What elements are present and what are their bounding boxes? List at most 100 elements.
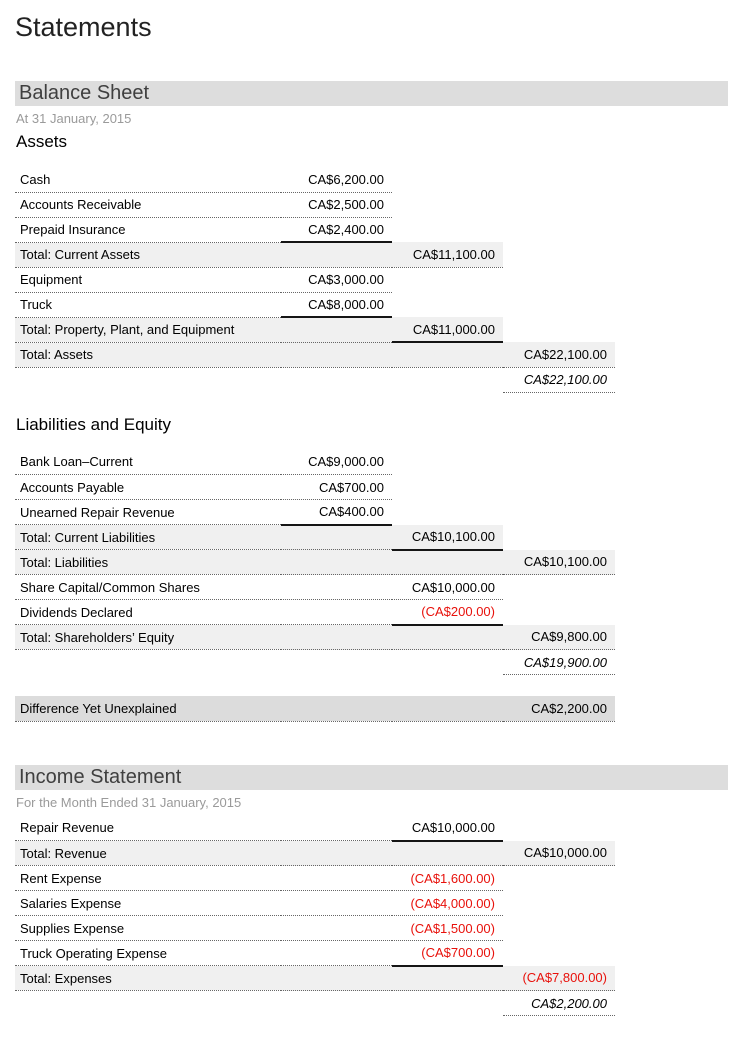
table-row: CA$22,100.00 [15,367,615,393]
row-amount-col2: (CA$700.00) [392,940,503,967]
row-amount-col3: CA$9,800.00 [503,624,615,650]
row-amount-col3: CA$19,900.00 [503,649,615,675]
row-amount-col3 [503,525,615,550]
row-amount-col3 [503,941,615,966]
table-row: Unearned Repair Revenue CA$400.00 [15,499,615,526]
row-amount-col3: CA$22,100.00 [503,367,615,393]
statement-block: Difference Yet Unexplained CA$2,200.00 [15,696,728,722]
statement-table: Repair Revenue CA$10,000.00 Total: Revenue… [15,815,615,1016]
table-row: Cash CA$6,200.00 [15,167,615,193]
row-label: Total: Expenses [15,965,281,991]
row-amount-col3: CA$10,100.00 [503,549,615,575]
row-amount-col1: CA$6,200.00 [281,167,392,193]
row-amount-col1 [281,524,392,550]
balance-sheet-section: Balance Sheet At 31 January, 2015 Assets… [15,81,728,675]
row-amount-col2 [392,217,503,242]
table-row: Accounts Receivable CA$2,500.00 [15,192,615,218]
row-amount-col2 [392,367,503,392]
row-amount-col2 [392,991,503,1016]
row-amount-col2: CA$10,000.00 [392,574,503,600]
row-amount-col2: (CA$1,500.00) [392,915,503,941]
statement-table: Difference Yet Unexplained CA$2,200.00 [15,696,615,722]
row-amount-col1: CA$8,000.00 [281,292,392,318]
row-amount-col1 [281,940,392,966]
table-row: Salaries Expense (CA$4,000.00) [15,890,615,916]
table-row: CA$19,900.00 [15,649,615,675]
table-row: Total: Assets CA$22,100.00 [15,342,615,368]
row-amount-col1 [281,840,392,866]
row-label: Total: Property, Plant, and Equipment [15,317,281,343]
table-row: Equipment CA$3,000.00 [15,267,615,293]
row-label: Unearned Repair Revenue [15,499,281,525]
row-label: Truck [15,292,281,318]
table-row: Total: Current Liabilities CA$10,100.00 [15,524,615,551]
table-row: Total: Revenue CA$10,000.00 [15,840,615,866]
row-label: Bank Loan–Current [15,449,281,475]
table-row: Rent Expense (CA$1,600.00) [15,865,615,891]
table-row: Truck Operating Expense (CA$700.00) [15,940,615,967]
row-amount-col1 [281,367,392,392]
row-amount-col1 [281,599,392,625]
row-amount-col2: CA$10,000.00 [392,815,503,842]
table-row: Supplies Expense (CA$1,500.00) [15,915,615,941]
table-row: Bank Loan–Current CA$9,000.00 [15,449,615,475]
row-amount-col1 [281,815,392,841]
row-amount-col3 [503,891,615,916]
row-amount-col2 [392,475,503,500]
row-amount-col2 [392,650,503,675]
income-statement-header-bar: Income Statement [15,764,728,790]
row-amount-col1 [281,965,392,991]
row-amount-col2 [392,624,503,650]
row-amount-col2 [392,167,503,192]
row-amount-col2: CA$11,000.00 [392,317,503,343]
row-amount-col2 [392,500,503,525]
balance-sheet-subtitle: At 31 January, 2015 [16,111,132,126]
difference-section: Difference Yet Unexplained CA$2,200.00 [15,696,728,722]
row-amount-col2 [392,840,503,866]
row-amount-col3: CA$2,200.00 [503,990,615,1016]
row-amount-col2 [392,267,503,292]
row-amount-col1 [281,696,392,722]
row-label: Equipment [15,267,281,293]
row-label: Dividends Declared [15,599,281,625]
row-amount-col3 [503,866,615,891]
row-label: Prepaid Insurance [15,217,281,243]
row-amount-col3: CA$10,000.00 [503,840,615,866]
row-amount-col3 [503,816,615,841]
row-label: Truck Operating Expense [15,940,281,966]
row-amount-col2 [392,965,503,991]
row-amount-col3 [503,192,615,217]
row-label: Total: Shareholders’ Equity [15,624,281,650]
statement-table: Cash CA$6,200.00 Accounts Receivable CA$2,5… [15,167,615,393]
row-amount-col2 [392,450,503,475]
row-label: Total: Current Liabilities [15,524,281,550]
row-amount-col1 [281,342,392,368]
row-amount-col3 [503,167,615,192]
row-amount-col2 [392,292,503,317]
row-label: Supplies Expense [15,915,281,941]
row-amount-col3 [503,575,615,600]
row-amount-col1 [281,890,392,916]
income-statement-blocks: Repair Revenue CA$10,000.00 Total: Revenue… [15,815,728,1016]
block-heading: Liabilities and Equity [16,414,171,434]
row-amount-col1 [281,317,392,343]
row-amount-col2: CA$11,100.00 [392,242,503,268]
table-row: Repair Revenue CA$10,000.00 [15,815,615,842]
row-amount-col1 [281,624,392,650]
row-label: Total: Liabilities [15,549,281,575]
statement-table: Bank Loan–Current CA$9,000.00 Accounts Pay… [15,449,615,675]
row-amount-col3 [503,242,615,267]
row-amount-col1 [281,549,392,575]
row-amount-col2: (CA$200.00) [392,599,503,626]
table-row: Total: Current Assets CA$11,100.00 [15,242,615,268]
row-amount-col1 [281,242,392,268]
row-amount-col1 [281,574,392,600]
row-amount-col1: CA$2,500.00 [281,192,392,218]
balance-sheet-blocks: Assets Cash CA$6,200.00 Accounts Receivable… [15,132,728,675]
row-amount-col1: CA$9,000.00 [281,449,392,475]
row-amount-col1: CA$700.00 [281,474,392,500]
table-row: Accounts Payable CA$700.00 [15,474,615,500]
row-label: Repair Revenue [15,815,281,841]
block-heading: Assets [16,132,68,151]
row-amount-col3 [503,292,615,317]
